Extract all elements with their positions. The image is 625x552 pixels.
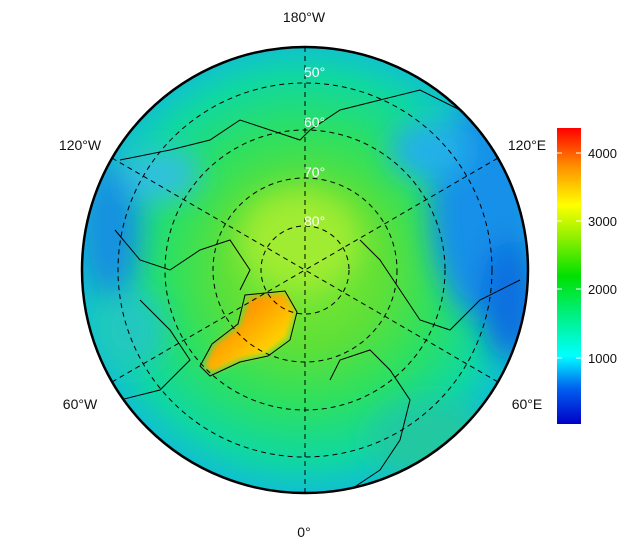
lon-label-120w: 120°W xyxy=(59,137,102,153)
parallel-50 xyxy=(117,82,493,458)
lat-label-80: 80° xyxy=(304,213,325,229)
greenland-high-region xyxy=(204,293,295,373)
graticule xyxy=(111,47,499,493)
lat-label-70: 70° xyxy=(304,164,325,180)
meridian-120w-60e xyxy=(111,157,499,383)
colorbar-tick-4000: 4000 xyxy=(588,146,617,161)
colorbar-tick-2000: 2000 xyxy=(588,282,617,297)
meridian-60w-120e xyxy=(111,157,499,383)
coastlines xyxy=(114,89,521,491)
parallel-80 xyxy=(260,225,350,315)
lat-label-50: 50° xyxy=(304,64,325,80)
lon-label-180w: 180°W xyxy=(283,9,326,25)
lon-label-60e: 60°E xyxy=(512,396,543,412)
lon-label-0: 0° xyxy=(297,524,310,540)
colorbar: 4000 3000 2000 1000 xyxy=(557,128,617,424)
colorbar-tick-3000: 3000 xyxy=(588,214,617,229)
lon-label-120e: 120°E xyxy=(508,137,546,153)
data-field xyxy=(82,47,528,493)
colorbar-gradient xyxy=(557,128,581,424)
colorbar-tick-1000: 1000 xyxy=(588,351,617,366)
colorbar-ticks xyxy=(557,152,581,359)
lat-label-60: 60° xyxy=(304,114,325,130)
lon-label-60w: 60°W xyxy=(63,396,98,412)
